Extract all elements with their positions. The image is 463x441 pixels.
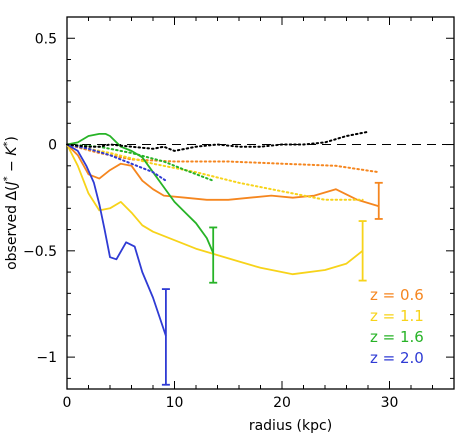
x-tick-label: 20 bbox=[273, 395, 291, 411]
legend-entry: z = 1.1 bbox=[370, 307, 424, 325]
y-axis-title-part: * bbox=[2, 176, 13, 181]
x-axis-title: radius (kpc) bbox=[249, 418, 332, 434]
series-solid-line bbox=[66, 143, 167, 337]
series-dotted-line bbox=[66, 143, 380, 174]
y-axis-title-part: ) bbox=[4, 136, 20, 141]
x-tick-label: 10 bbox=[166, 395, 184, 411]
series-solid-line bbox=[66, 144, 364, 276]
y-tick-label: 0 bbox=[48, 138, 57, 154]
y-axis-title-part: K bbox=[4, 145, 20, 156]
y-axis-title: observed Δ(J* − K*) bbox=[2, 136, 20, 270]
x-tick-label: 30 bbox=[381, 395, 399, 411]
series-dotted-line bbox=[66, 143, 167, 182]
series-dotted-line bbox=[66, 130, 369, 152]
x-tick-label: 0 bbox=[63, 395, 72, 411]
y-axis-title-part: J bbox=[4, 181, 20, 188]
series-solid-line bbox=[66, 143, 380, 208]
y-tick-label: 0.5 bbox=[35, 31, 57, 47]
y-tick-label: −1 bbox=[36, 350, 57, 366]
series-dotted-line bbox=[66, 143, 364, 201]
legend-entry: z = 2.0 bbox=[370, 349, 424, 367]
y-axis-title-part: * bbox=[2, 142, 13, 147]
y-tick-label: −0.5 bbox=[23, 244, 57, 260]
legend-entry: z = 1.6 bbox=[370, 328, 424, 346]
y-axis-title-part: observed Δ( bbox=[4, 186, 20, 270]
legend-entry: z = 0.6 bbox=[370, 286, 424, 304]
y-axis-title-part: − bbox=[4, 156, 20, 177]
series-solid-line bbox=[66, 132, 215, 254]
